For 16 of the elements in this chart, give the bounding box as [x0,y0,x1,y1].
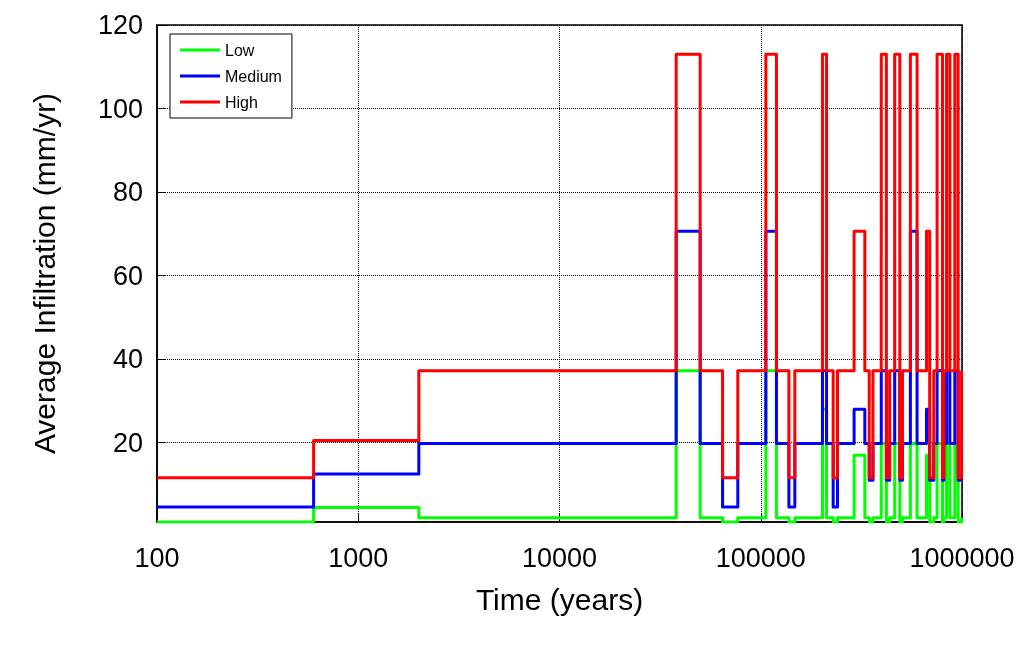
y-tick-label: 60 [112,260,143,291]
x-tick-label: 1000 [328,542,389,573]
x-tick-label: 100 [134,542,180,573]
y-tick-label: 100 [97,93,143,124]
x-tick-label: 100000 [715,542,806,573]
y-tick-label: 80 [112,177,143,208]
y-axis-title: Average Infiltration (mm/yr) [27,92,61,455]
legend-label: High [225,93,258,111]
y-tick-label: 120 [97,10,143,40]
y-tick-label: 20 [112,427,143,458]
legend-label: Medium [225,67,282,85]
x-tick-label: 1000000 [909,542,1015,573]
x-axis-title: Time (years) [475,582,644,616]
x-tick-label: 10000 [521,542,598,573]
y-tick-label: 40 [112,344,143,375]
legend-label: Low [225,41,255,59]
